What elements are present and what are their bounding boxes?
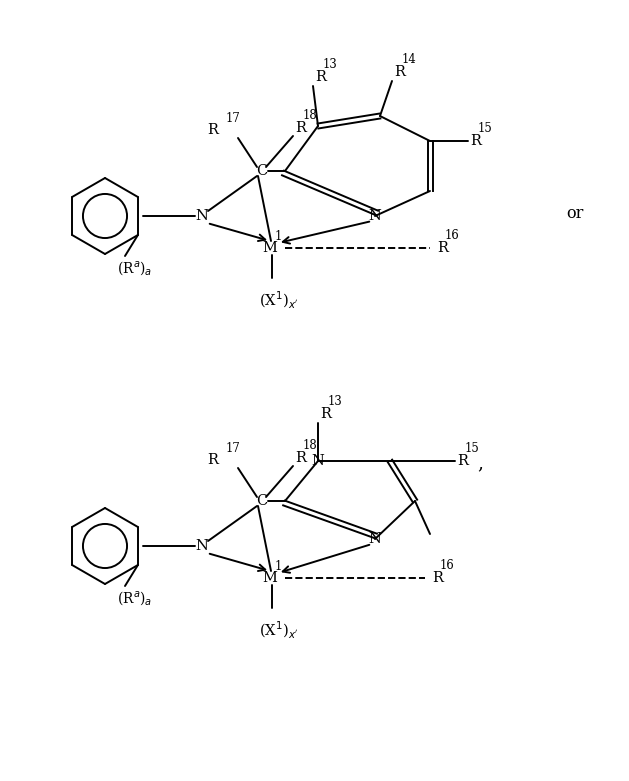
Text: (R$^{a}$)$_{a}$: (R$^{a}$)$_{a}$: [117, 589, 152, 607]
Text: R: R: [320, 407, 331, 421]
Text: 13: 13: [323, 58, 338, 71]
Text: 17: 17: [226, 442, 241, 455]
Text: R: R: [295, 121, 306, 135]
Text: R: R: [470, 134, 481, 148]
Text: (X$^{1}$)$_{x^{\prime}}$: (X$^{1}$)$_{x^{\prime}}$: [259, 290, 299, 311]
Text: 16: 16: [445, 229, 460, 242]
FancyArrowPatch shape: [282, 545, 369, 572]
Text: N: N: [196, 209, 208, 223]
FancyArrowPatch shape: [209, 554, 265, 571]
Text: 16: 16: [440, 559, 455, 572]
Text: R: R: [207, 123, 218, 137]
Text: (R$^{a}$)$_{a}$: (R$^{a}$)$_{a}$: [117, 259, 152, 277]
Text: C: C: [257, 164, 267, 178]
Text: or: or: [566, 205, 584, 222]
Text: R: R: [295, 451, 306, 465]
Text: ,: ,: [477, 454, 483, 472]
Text: M: M: [262, 241, 277, 255]
Text: M: M: [262, 571, 277, 585]
Text: 15: 15: [478, 122, 493, 135]
Text: C: C: [257, 494, 267, 508]
FancyArrowPatch shape: [283, 222, 369, 244]
Text: 17: 17: [226, 112, 241, 125]
Text: R: R: [394, 65, 405, 79]
Text: N: N: [369, 209, 381, 223]
Text: 18: 18: [303, 109, 318, 122]
Text: R: R: [432, 571, 443, 585]
Text: (X$^{1}$)$_{x^{\prime}}$: (X$^{1}$)$_{x^{\prime}}$: [259, 620, 299, 641]
Text: 13: 13: [328, 395, 343, 408]
Text: N: N: [196, 539, 208, 553]
Text: R: R: [315, 70, 326, 84]
Text: N: N: [311, 454, 325, 468]
Text: R: R: [437, 241, 448, 255]
Text: R: R: [207, 453, 218, 467]
Text: N: N: [369, 532, 381, 546]
Text: 14: 14: [402, 53, 417, 66]
Text: 15: 15: [465, 442, 480, 455]
Text: 1: 1: [275, 230, 282, 243]
FancyArrowPatch shape: [209, 224, 265, 241]
Text: R: R: [457, 454, 468, 468]
Text: 1: 1: [275, 560, 282, 573]
Text: 18: 18: [303, 439, 318, 452]
